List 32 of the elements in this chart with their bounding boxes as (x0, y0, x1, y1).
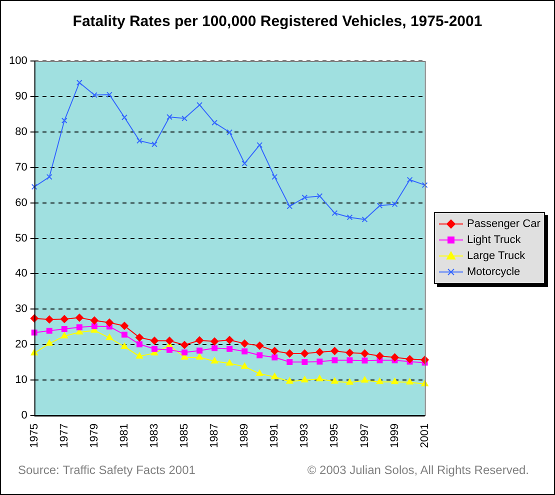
y-tick-label: 30 (15, 303, 28, 316)
x-tick-label: 1981 (118, 424, 130, 448)
x-tick-label: 1975 (28, 424, 40, 448)
source-note: Source: Traffic Safety Facts 2001 (18, 463, 196, 479)
y-tick-label: 40 (15, 268, 28, 280)
x-tick-label: 1985 (178, 424, 191, 448)
y-tick-label: 70 (15, 161, 28, 174)
y-tick-label: 10 (15, 374, 28, 386)
y-tick-label: 100 (8, 55, 28, 68)
x-tick-label: 1991 (268, 424, 281, 448)
y-tick-label: 50 (15, 232, 28, 244)
x-tick-label: 1997 (358, 424, 371, 448)
y-tick-label: 60 (15, 196, 28, 209)
x-tick-label: 1977 (58, 424, 70, 448)
legend-label: Large Truck (467, 250, 526, 262)
x-tick-label: 1983 (148, 424, 161, 448)
y-tick-label: 0 (21, 410, 28, 422)
y-tick-label: 90 (15, 90, 28, 102)
x-tick-label: 1989 (238, 424, 251, 448)
x-tick-label: 1993 (298, 424, 311, 448)
x-tick-label: 1979 (88, 424, 100, 448)
text: © 2003 Julian Solos, All Rights Reserved. (307, 463, 529, 477)
legend-label: Light Truck (467, 234, 521, 246)
legend-label: Motorcycle (467, 266, 520, 278)
legend-label: Passenger Car (467, 218, 540, 230)
y-tick-label: 20 (15, 338, 28, 351)
y-tick-label: 80 (15, 126, 28, 138)
x-tick-label: 1999 (388, 424, 401, 448)
x-tick-label: 2001 (418, 424, 431, 448)
chart-title: Fatality Rates per 100,000 Registered Vehicles, 1975-2001 (72, 13, 484, 30)
x-tick-label: 1987 (208, 424, 221, 448)
x-tick-label: 1995 (328, 424, 341, 448)
